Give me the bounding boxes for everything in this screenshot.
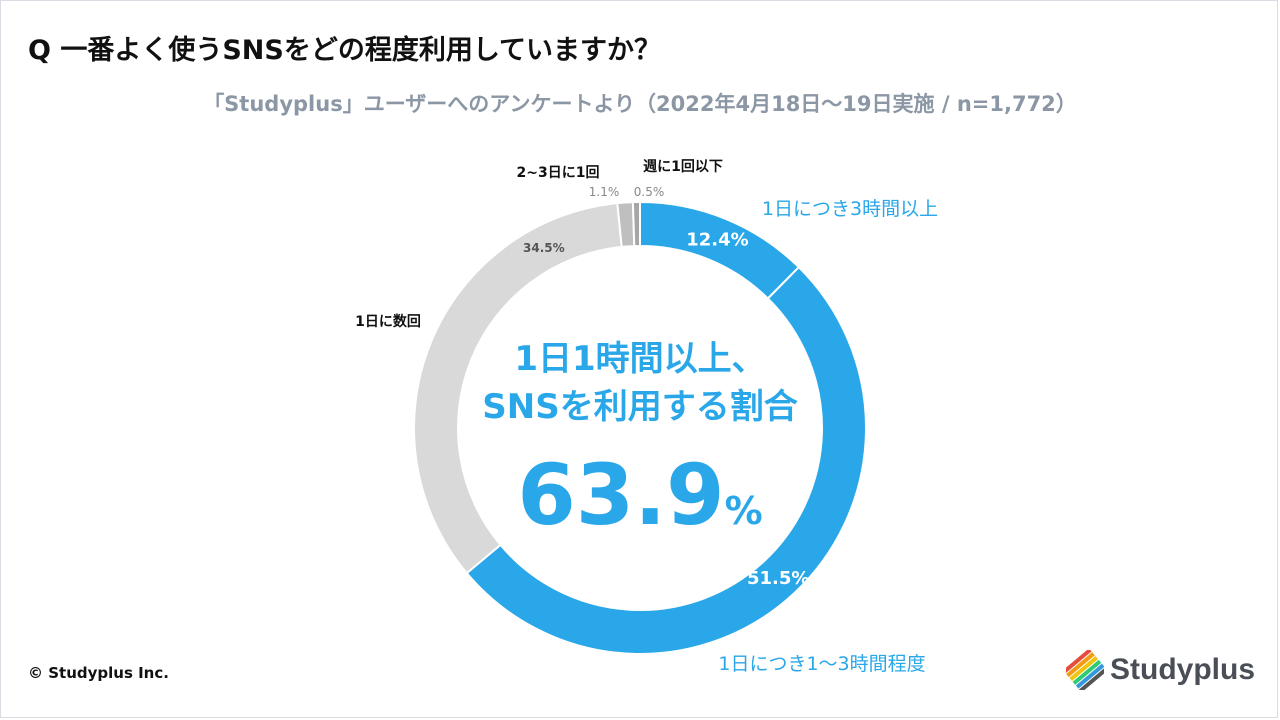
category-label-3: 2~3日に1回 <box>517 165 600 181</box>
center-value-number: 63.9 <box>517 446 724 544</box>
donut-labels: 12.4% 51.5% 34.5% 1.1% 0.5% 1日につき3時間以上 1日につき1～… <box>355 159 938 675</box>
center-value: 63.9% <box>517 446 762 544</box>
studyplus-logo-icon <box>1066 650 1104 690</box>
value-label-2: 34.5% <box>523 241 565 255</box>
logo-text: Studyplus <box>1110 653 1256 686</box>
donut-slices <box>413 200 867 656</box>
center-value-unit: % <box>725 489 763 533</box>
chart-subtitle: 「Studyplus」ユーザーへのアンケートより（2022年4月18日～19日実… <box>203 92 1077 116</box>
value-label-4: 0.5% <box>634 185 665 199</box>
donut-slice-1 <box>465 265 867 656</box>
center-line1: 1日1時間以上、 <box>514 339 765 379</box>
value-label-0: 12.4% <box>686 229 748 250</box>
chart-title: Q 一番よく使うSNSをどの程度利用していますか？ <box>28 35 662 66</box>
donut-slice-4 <box>631 200 641 248</box>
center-line2: SNSを利用する割合 <box>482 387 797 427</box>
category-label-0: 1日につき3時間以上 <box>762 198 938 220</box>
copyright: © Studyplus Inc. <box>28 664 169 682</box>
value-label-3: 1.1% <box>589 185 620 199</box>
studyplus-logo: Studyplus <box>1066 650 1255 690</box>
category-label-2: 1日に数回 <box>355 313 421 330</box>
category-label-4: 週に1回以下 <box>643 159 723 175</box>
category-label-1: 1日につき1～3時間程度 <box>718 653 925 675</box>
value-label-1: 51.5% <box>747 568 809 589</box>
